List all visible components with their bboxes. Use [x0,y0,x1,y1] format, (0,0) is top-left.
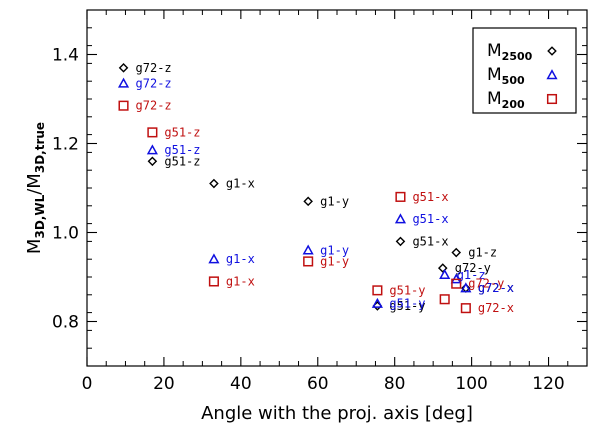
x-tick-label: 60 [307,374,329,394]
triangle-point [460,282,472,293]
point-label: g51-y [389,283,425,297]
legend-label: M200 [487,89,525,111]
point-label: g72-y [468,277,504,291]
square-point [439,294,450,305]
point-label: g1-x [226,274,255,288]
x-tick-label: 80 [384,374,406,394]
point-label: g72-z [136,61,172,75]
y-tick-label: 1.0 [52,224,79,244]
triangle-point [208,253,220,264]
x-tick-label: 100 [455,374,487,394]
point-label: g51-z [164,143,200,157]
point-label: g51-x [412,212,448,226]
point-label: g72-z [136,76,172,90]
point-label: g51-z [164,154,200,168]
square-point [451,278,462,289]
diamond-point [451,247,462,258]
y-tick-label: 1.4 [52,46,79,66]
x-tick-label: 20 [153,374,175,394]
point-label: g72-y [455,261,491,275]
square-point [372,285,383,296]
y-tick-label: 0.8 [52,313,79,333]
square-point [303,256,314,267]
y-axis-label: M3D,WL/M3D,true [24,122,47,254]
square-point [147,127,158,138]
legend-label: M2500 [487,41,533,63]
diamond-point [118,63,129,73]
axis-ticks: 0 20 40 60 80 100 120 0.8 1.0 1.2 1.4 [52,10,587,394]
triangle-point [439,268,451,279]
diamond-point [147,156,158,167]
legend-triangle-marker [546,69,558,80]
legend-square-marker [546,93,558,105]
point-label: g72-z [136,99,172,113]
square-point [208,276,219,287]
point-label: g51-y [389,297,425,311]
point-label: g1-x [226,177,255,191]
point-label: g1-z [457,268,486,282]
legend-label: M500 [487,65,525,87]
square-point [460,303,471,314]
point-label: g1-x [226,252,255,266]
point-label: g51-z [164,125,200,139]
legend-box [472,27,577,114]
diamond-point [303,196,313,207]
square-point [395,191,406,202]
point-label: g51-x [412,190,448,204]
diamond-point [395,236,406,247]
point-label: g1-y [320,194,349,208]
point-label: g72-x [478,281,514,295]
square-point [118,100,129,111]
point-label: g1-y [320,243,349,257]
triangle-point [117,77,130,88]
diamond-point [209,178,219,189]
point-label: g1-z [468,246,497,260]
legend-diamond-marker [547,46,557,56]
x-axis-label: Angle with the proj. axis [deg] [201,403,473,424]
triangle-point [394,213,407,224]
y-tick-label: 1.2 [52,135,79,155]
triangle-point [371,297,383,308]
x-tick-label: 120 [532,374,564,394]
point-label: g72-x [478,281,514,295]
point-label: g72-x [478,301,514,315]
x-tick-label: 40 [230,374,252,394]
x-tick-label: 0 [82,374,93,394]
diamond-point [437,263,448,273]
triangle-point [146,144,158,155]
point-label: g51-y [389,299,425,313]
point-labels: g72-zg51-zg1-xg1-yg51-xg1-zg72-yg72-xg51… [136,61,514,315]
point-label: g51-x [412,234,448,248]
data-points [117,63,472,314]
point-label: g1-y [320,254,349,268]
triangle-point [302,244,314,255]
